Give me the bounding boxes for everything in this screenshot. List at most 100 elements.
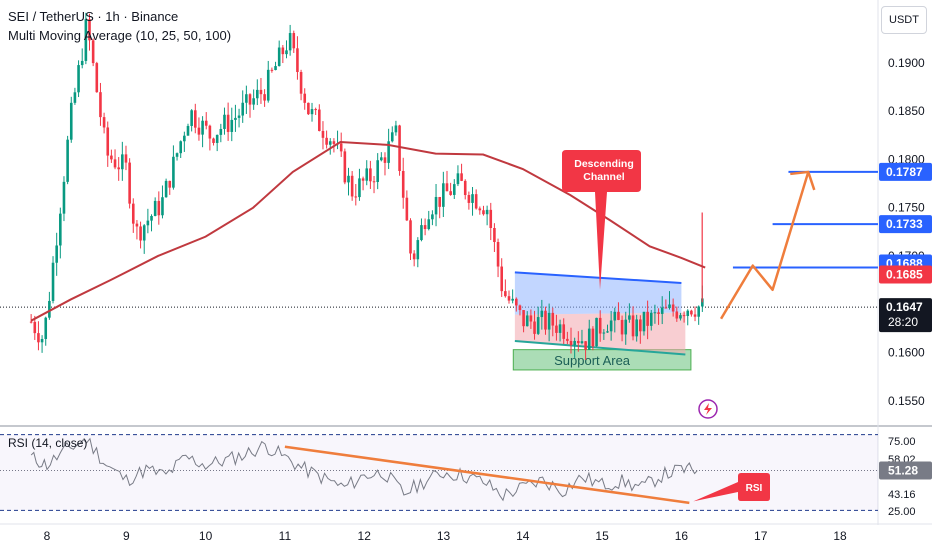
rsi-tick: 25.00 [888,506,916,518]
candle-body [606,331,609,333]
rsi-band-fill [0,434,878,511]
candle-body [252,98,255,105]
candle-body [485,209,489,215]
candle-body [555,325,558,333]
candle-body [664,307,668,309]
candle-body [558,324,562,333]
candle-body [416,240,420,260]
candle-body [529,315,533,322]
time-tick: 15 [595,529,609,543]
candle-body [281,47,285,55]
candle-body [350,175,354,197]
candle-body [551,312,555,326]
candle-body [522,310,525,327]
currency-badge[interactable]: USDT [881,6,927,34]
candle-body [270,69,274,71]
price-tick: 0.1750 [888,201,925,215]
rsi-tick: 43.16 [888,489,916,501]
candle-body [697,306,700,317]
candle-body [587,328,591,350]
candle-body [489,209,493,229]
candle-body [91,40,95,64]
candle-body [405,197,409,221]
ma-line [30,140,706,322]
candle-body [701,298,704,307]
candle-body [168,180,172,188]
candle-body [124,154,128,163]
candle-body [442,183,445,207]
price-tick: 0.1850 [888,104,925,118]
support-area-label: Support Area [554,353,631,368]
candle-body [343,151,347,183]
time-tick: 12 [358,529,372,543]
candle-body [186,125,190,136]
candle-body [562,324,566,339]
candle-body [204,120,208,126]
rsi-value-label: 51.28 [888,464,918,478]
candle-body [314,109,317,111]
candle-body [463,180,467,196]
candle-body [536,317,540,334]
candle-body [110,155,113,160]
lightning-bolt-icon [704,403,712,415]
candles [29,12,704,360]
candle-body [139,226,142,241]
candle-body [358,178,361,198]
candle-body [135,223,139,227]
candle-body [380,157,383,161]
candle-body [234,117,237,120]
candle-body [88,19,91,41]
candle-body [80,60,84,66]
candle-body [460,173,463,181]
candle-body [471,194,474,203]
candle-body [190,110,193,126]
candle-body [29,321,33,323]
projection-arrow [719,170,816,320]
candle-body [577,340,580,344]
candle-body [434,196,438,215]
candle-body [328,141,332,145]
support-area-box [512,349,692,371]
candle-body [321,130,325,138]
candle-body [449,191,452,195]
channel-upper-fill [514,272,682,315]
candle-body [693,314,697,317]
candle-body [573,340,576,346]
candle-body [131,203,135,224]
candle-body [354,196,358,198]
candle-body [307,102,310,115]
candle-body [106,127,110,156]
indicator-title[interactable]: Multi Moving Average (10, 25, 50, 100) [8,28,232,43]
candle-body [201,120,204,135]
candle-body [438,196,441,207]
candle-body [339,143,343,152]
projection-line [719,171,810,320]
current-price-box [879,298,932,333]
candle-body [361,178,365,181]
rsi-value-bg [879,461,932,480]
candle-body [95,63,99,93]
rsi-line [30,437,698,502]
candle-body [172,156,175,188]
time-tick: 16 [675,529,689,543]
candle-body [263,94,266,101]
candle-body [427,219,431,230]
candle-body [679,315,682,319]
candle-body [372,181,376,183]
candle-body [493,228,496,243]
rsi-callout-label: RSI [746,483,763,494]
candle-body [566,338,569,341]
candle-body [478,208,482,211]
candle-body [230,119,234,132]
candle-body [602,332,606,334]
candle-body [595,317,598,347]
candle-body [66,139,69,182]
candle-body [660,307,664,314]
candle-body [277,47,281,67]
candle-body [591,328,595,347]
candle-body [369,168,372,182]
rsi-title[interactable]: RSI (14, close) [8,436,88,450]
candle-body [84,19,88,61]
